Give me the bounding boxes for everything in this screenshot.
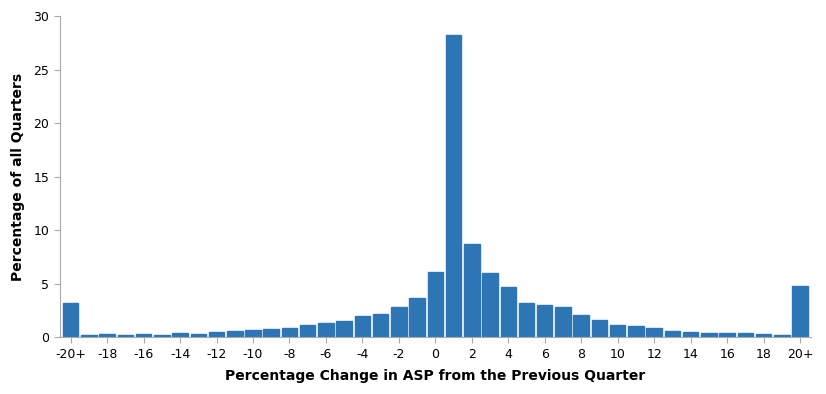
Bar	[756, 334, 771, 337]
Bar	[318, 323, 334, 337]
Bar	[373, 314, 388, 337]
Bar	[99, 334, 115, 337]
Bar	[774, 335, 790, 337]
Bar	[300, 325, 316, 337]
Bar	[446, 35, 462, 337]
Bar	[610, 325, 625, 337]
Bar	[591, 320, 607, 337]
Bar	[245, 330, 261, 337]
Bar	[209, 332, 225, 337]
Bar	[555, 307, 571, 337]
Bar	[519, 303, 534, 337]
Bar	[573, 315, 589, 337]
Bar	[792, 286, 808, 337]
Bar	[81, 335, 97, 337]
Bar	[154, 335, 169, 337]
Bar	[410, 297, 425, 337]
Bar	[665, 331, 680, 337]
Bar	[117, 335, 133, 337]
Bar	[227, 331, 243, 337]
Bar	[719, 333, 735, 337]
Bar	[701, 333, 717, 337]
Bar	[392, 307, 406, 337]
Bar	[354, 316, 370, 337]
Bar	[428, 272, 443, 337]
Bar	[537, 305, 553, 337]
Bar	[501, 287, 516, 337]
Bar	[683, 332, 698, 337]
Bar	[63, 303, 78, 337]
Bar	[464, 244, 480, 337]
Bar	[173, 333, 188, 337]
Bar	[738, 333, 753, 337]
Bar	[628, 327, 643, 337]
Bar	[135, 334, 151, 337]
Bar	[647, 327, 662, 337]
Bar	[336, 321, 352, 337]
Bar	[282, 327, 297, 337]
X-axis label: Percentage Change in ASP from the Previous Quarter: Percentage Change in ASP from the Previo…	[225, 369, 645, 383]
Bar	[263, 329, 279, 337]
Bar	[482, 273, 498, 337]
Y-axis label: Percentage of all Quarters: Percentage of all Quarters	[11, 72, 25, 281]
Bar	[191, 334, 206, 337]
